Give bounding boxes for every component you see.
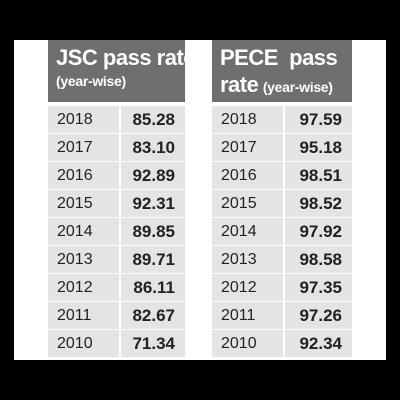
year-cell: 2011 [48,302,119,329]
table-row: 2012 97.35 [212,274,352,301]
table-row: 2015 92.31 [48,190,185,217]
pece-table: PECE pass rate (year-wise) 2018 97.59 2017… [212,40,352,358]
year-cell: 2014 [48,218,119,245]
pass-rate-cell: 89.71 [121,246,185,273]
table-row: 2010 71.34 [48,330,185,357]
year-cell: 2014 [212,218,283,245]
table-row: 2014 97.92 [212,218,352,245]
jsc-title: JSC pass rate [56,45,196,70]
pass-rate-cell: 97.59 [285,106,352,133]
pass-rate-cell: 97.35 [285,274,352,301]
table-row: 2017 83.10 [48,134,185,161]
table-row: 2013 89.71 [48,246,185,273]
table-row: 2011 82.67 [48,302,185,329]
year-cell: 2015 [48,190,119,217]
year-cell: 2017 [212,134,283,161]
year-cell: 2012 [212,274,283,301]
jsc-subtitle: (year-wise) [56,73,126,89]
table-row: 2016 92.89 [48,162,185,189]
pece-subtitle: (year-wise) [262,79,333,95]
pece-table-header: PECE pass rate (year-wise) [212,40,352,102]
year-cell: 2016 [48,162,119,189]
pass-rate-cell: 92.31 [121,190,185,217]
year-cell: 2015 [212,190,283,217]
table-row: 2018 85.28 [48,106,185,133]
jsc-table: JSC pass rate (year-wise) 2018 85.28 2017 8… [48,40,196,358]
year-cell: 2013 [48,246,119,273]
pass-rate-cell: 97.92 [285,218,352,245]
jsc-table-header: JSC pass rate (year-wise) [48,40,196,102]
table-row: 2016 98.51 [212,162,352,189]
pass-rate-cell: 98.52 [285,190,352,217]
year-cell: 2018 [212,106,283,133]
year-cell: 2016 [212,162,283,189]
pece-title: PECE pass [220,45,338,70]
pass-rate-cell: 89.85 [121,218,185,245]
pass-rate-cell: 97.26 [285,302,352,329]
table-row: 2017 95.18 [212,134,352,161]
table-row: 2014 89.85 [48,218,185,245]
pass-rate-cell: 98.58 [285,246,352,273]
year-cell: 2012 [48,274,119,301]
pass-rate-cell: 86.11 [121,274,185,301]
pass-rate-cell: 82.67 [121,302,185,329]
pass-rate-cell: 98.51 [285,162,352,189]
year-cell: 2017 [48,134,119,161]
jsc-rows: 2018 85.28 2017 83.10 2016 92.89 2015 92.31 2014… [48,106,185,357]
table-row: 2010 92.34 [212,330,352,357]
table-row: 2013 98.58 [212,246,352,273]
year-cell: 2011 [212,302,283,329]
year-cell: 2013 [212,246,283,273]
table-card: JSC pass rate (year-wise) 2018 85.28 2017 8… [14,40,386,360]
pass-rate-cell: 92.89 [121,162,185,189]
pece-rows: 2018 97.59 2017 95.18 2016 98.51 2015 98.52 2014… [212,106,352,357]
year-cell: 2010 [48,330,119,357]
pass-rate-cell: 95.18 [285,134,352,161]
table-row: 2018 97.59 [212,106,352,133]
pass-rate-cell: 92.34 [285,330,352,357]
pass-rate-cell: 83.10 [121,134,185,161]
table-row: 2015 98.52 [212,190,352,217]
table-row: 2012 86.11 [48,274,185,301]
pass-rate-cell: 85.28 [121,106,185,133]
year-cell: 2018 [48,106,119,133]
table-row: 2011 97.26 [212,302,352,329]
pece-title-rate: rate [220,72,259,97]
year-cell: 2010 [212,330,283,357]
pass-rate-cell: 71.34 [121,330,185,357]
